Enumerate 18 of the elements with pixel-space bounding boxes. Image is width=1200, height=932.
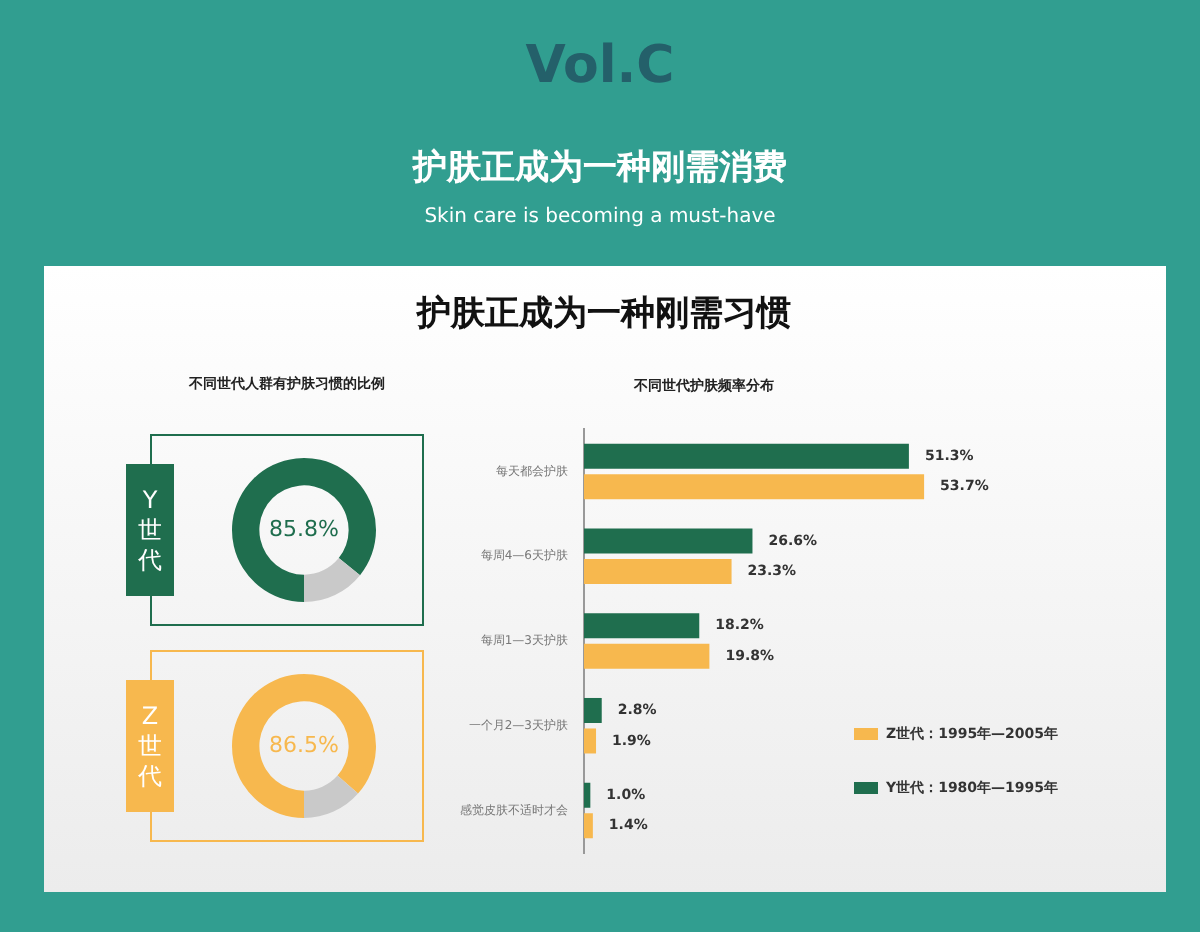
bar	[584, 782, 591, 808]
text: Y世代	[138, 485, 162, 575]
text: Vol.C	[523, 36, 677, 96]
bar	[584, 643, 710, 669]
bar	[584, 728, 597, 754]
text: Z世代	[138, 701, 162, 791]
bar	[584, 559, 732, 585]
bar	[584, 443, 909, 469]
bar	[584, 474, 925, 500]
data-label: 85.8%	[268, 515, 338, 542]
text: 护肤正成为一种刚需消费	[410, 146, 789, 190]
bar	[584, 528, 753, 554]
bar	[584, 697, 602, 723]
text: 护肤正成为一种刚需习惯	[414, 292, 793, 336]
bar	[584, 813, 593, 839]
data-label: 86.5%	[268, 731, 338, 758]
text: Skin care is becoming a must-have	[422, 206, 778, 228]
bar	[584, 613, 700, 639]
